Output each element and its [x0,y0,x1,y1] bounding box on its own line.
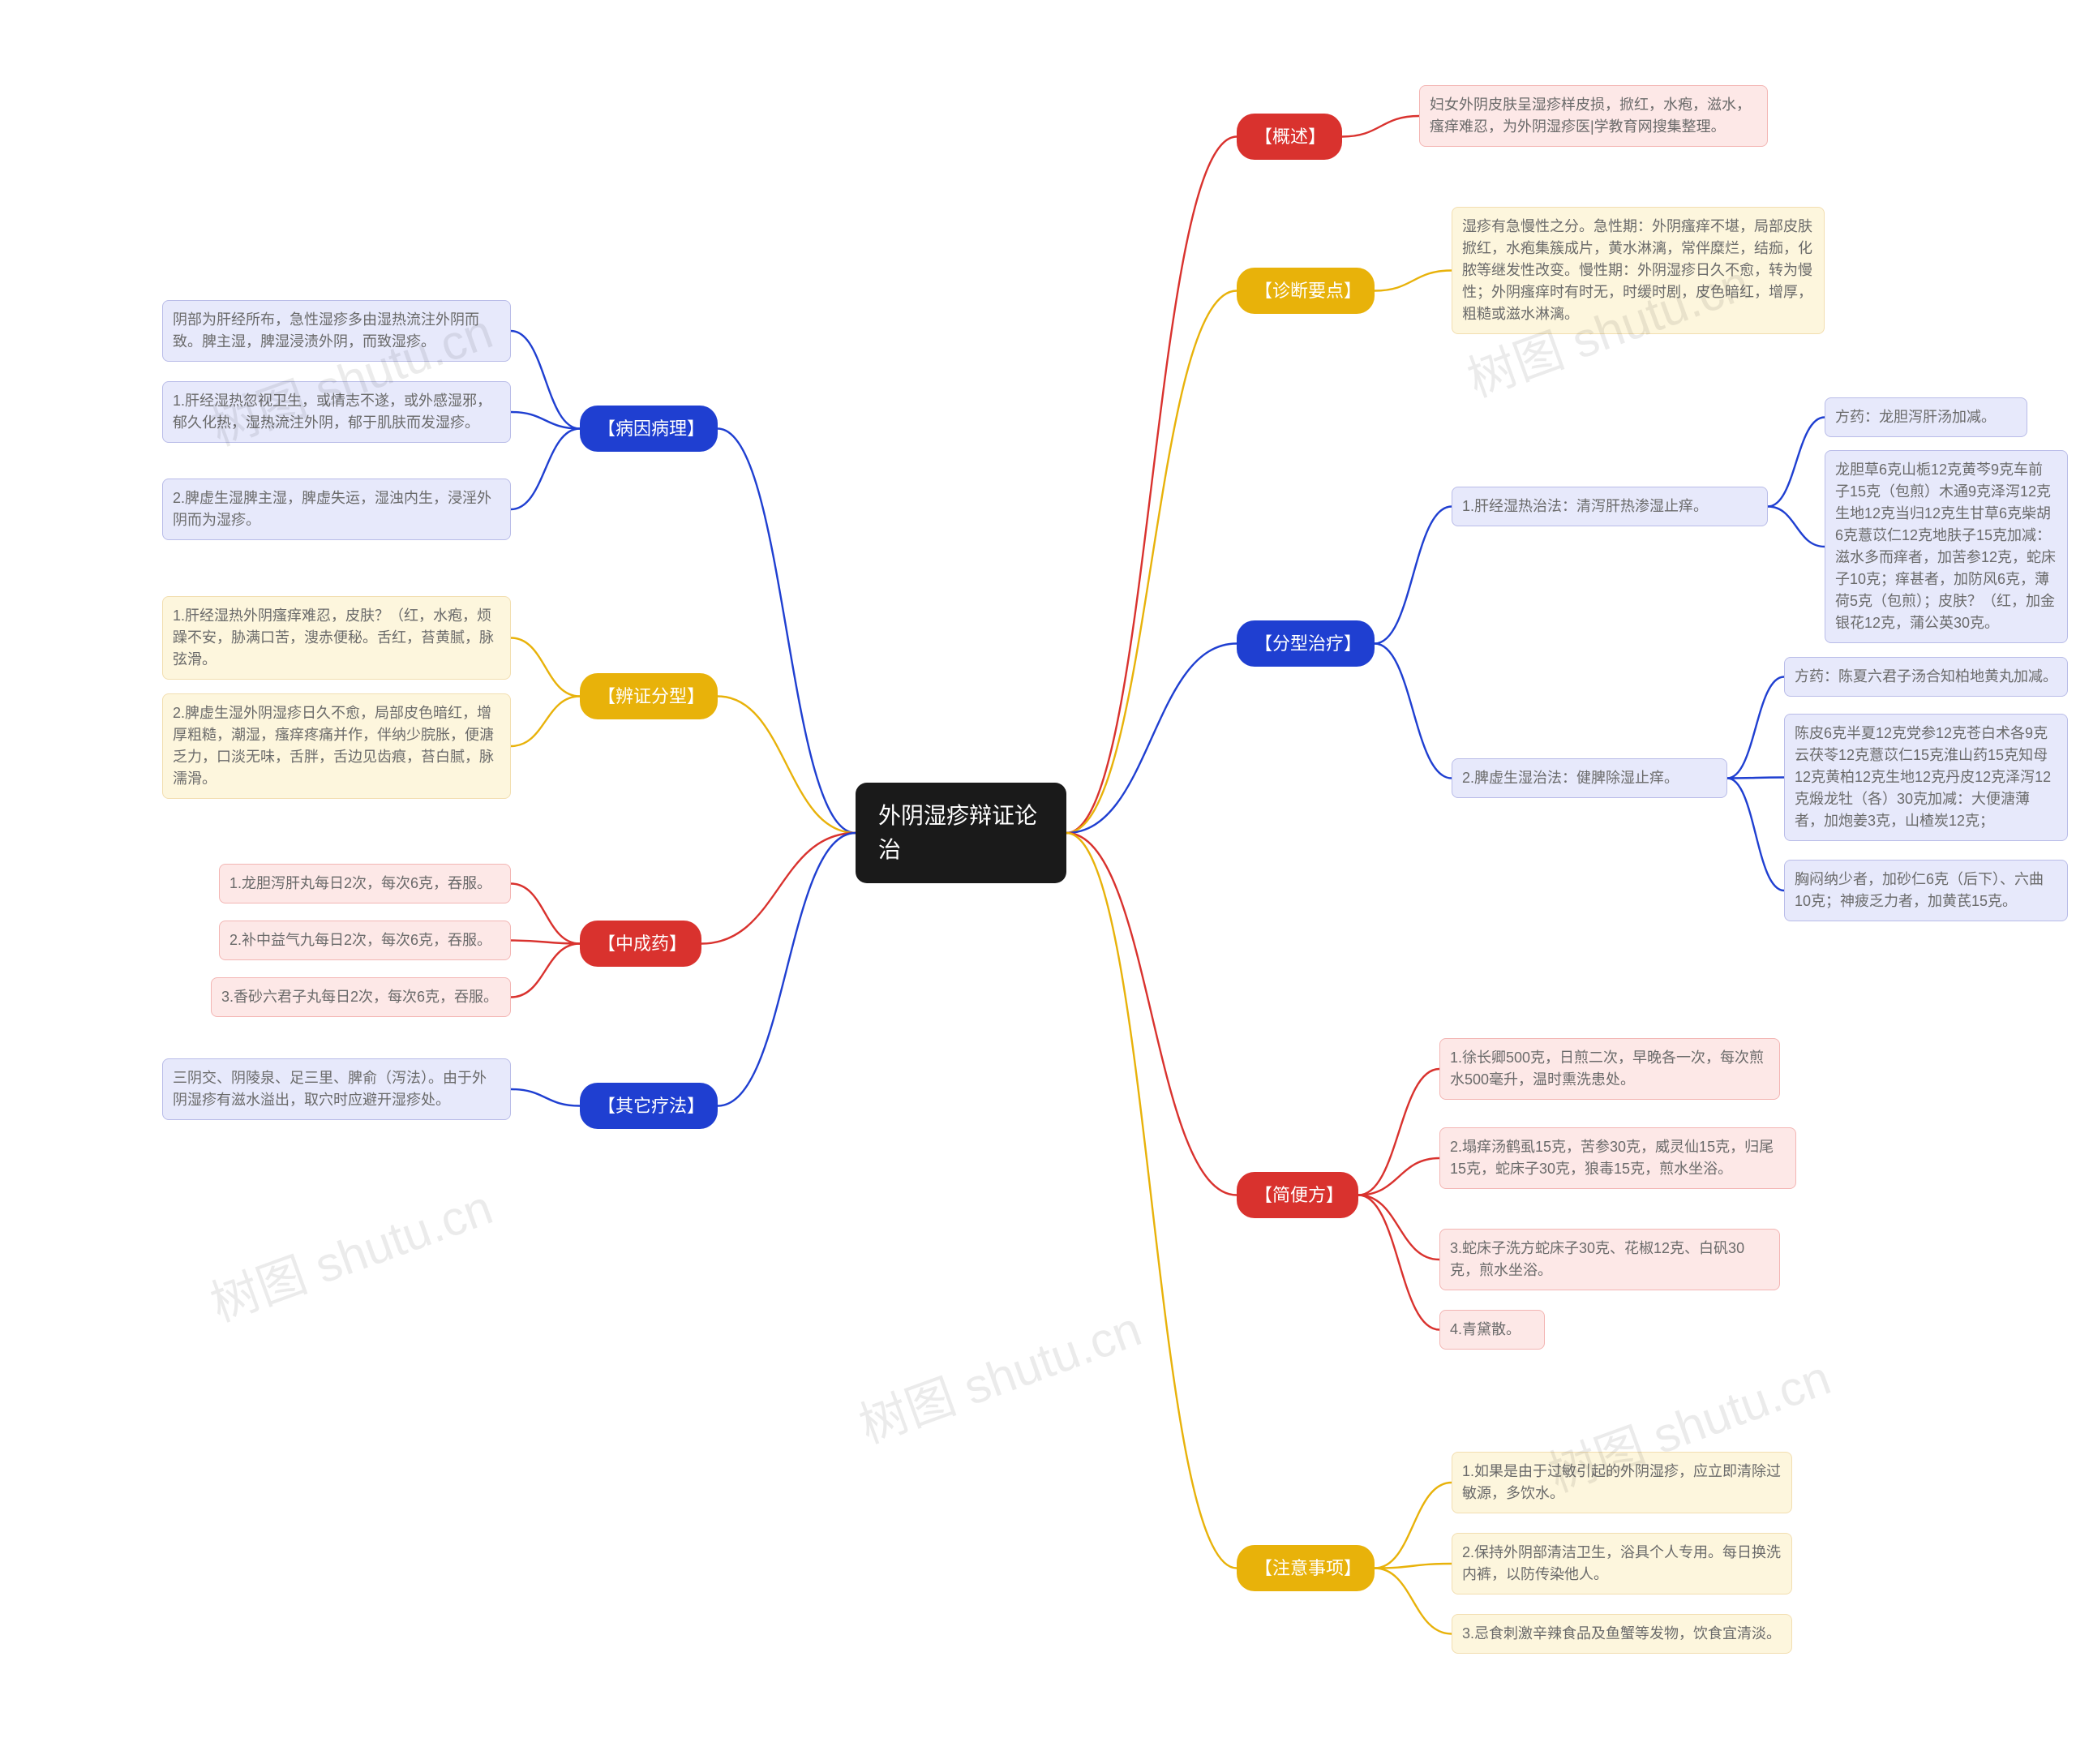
leaf-node: 三阴交、阴陵泉、足三里、脾俞（泻法）。由于外阴湿疹有滋水溢出，取穴时应避开湿疹处… [162,1058,511,1120]
leaf-node: 龙胆草6克山栀12克黄芩9克车前子15克（包煎）木通9克泽泻12克生地12克当归… [1825,450,2068,643]
leaf-node: 2.保持外阴部清洁卫生，浴具个人专用。每日换洗内裤，以防传染他人。 [1452,1533,1792,1594]
leaf-node: 2.脾虚生湿脾主湿，脾虚失运，湿浊内生，浸淫外阴而为湿疹。 [162,479,511,540]
leaf-node: 方药：龙胆泻肝汤加减。 [1825,397,2027,437]
leaf-node: 3.香砂六君子丸每日2次，每次6克，吞服。 [211,977,511,1017]
branch-b_diag: 【诊断要点】 [1237,268,1375,314]
leaf-node: 1.肝经湿热忽视卫生，或情志不遂，或外感湿邪，郁久化热，湿热流注外阴，郁于肌肤而… [162,381,511,443]
leaf-node: 阴部为肝经所布，急性湿疹多由湿热流注外阴而致。脾主湿，脾湿浸渍外阴，而致湿疹。 [162,300,511,362]
leaf-node: 1.如果是由于过敏引起的外阴湿疹，应立即清除过敏源，多饮水。 [1452,1452,1792,1513]
leaf-node: 2.塌痒汤鹤虱15克，苦参30克，威灵仙15克，归尾15克，蛇床子30克，狼毒1… [1439,1127,1796,1189]
watermark: 树图 shutu.cn [199,1168,500,1335]
branch-b_simple: 【简便方】 [1237,1172,1358,1218]
branch-b_overview: 【概述】 [1237,114,1342,160]
leaf-node: 方药：陈夏六君子汤合知柏地黄丸加减。 [1784,657,2068,697]
subbranch-node: 2.脾虚生湿治法：健脾除湿止痒。 [1452,758,1727,798]
subbranch-node: 1.肝经湿热治法：清泻肝热渗湿止痒。 [1452,487,1768,526]
branch-b_diff: 【辨证分型】 [580,673,718,719]
leaf-node: 2.脾虚生湿外阴湿疹日久不愈，局部皮色暗红，增厚粗糙，潮湿，瘙痒疼痛并作，伴纳少… [162,693,511,799]
leaf-node: 1.龙胆泻肝丸每日2次，每次6克，吞服。 [219,864,511,903]
branch-b_note: 【注意事项】 [1237,1545,1375,1591]
leaf-node: 陈皮6克半夏12克党参12克苍白术各9克云茯苓12克薏苡仁15克淮山药15克知母… [1784,714,2068,841]
leaf-node: 3.忌食刺激辛辣食品及鱼蟹等发物，饮食宜清淡。 [1452,1614,1792,1654]
leaf-node: 1.肝经湿热外阴瘙痒难忍，皮肤？（红，水疱，烦躁不安，胁满口苦，溲赤便秘。舌红，… [162,596,511,680]
root-node: 外阴湿疹辩证论治 [856,783,1066,883]
branch-b_other: 【其它疗法】 [580,1083,718,1129]
leaf-node: 湿疹有急慢性之分。急性期：外阴瘙痒不堪，局部皮肤掀红，水疱集簇成片，黄水淋漓，常… [1452,207,1825,334]
branch-b_type: 【分型治疗】 [1237,620,1375,667]
leaf-node: 3.蛇床子洗方蛇床子30克、花椒12克、白矾30克，煎水坐浴。 [1439,1229,1780,1290]
leaf-node: 4.青黛散。 [1439,1310,1545,1350]
leaf-node: 1.徐长卿500克，日煎二次，早晚各一次，每次煎水500毫升，温时熏洗患处。 [1439,1038,1780,1100]
watermark: 树图 shutu.cn [848,1290,1149,1457]
leaf-node: 胸闷纳少者，加砂仁6克（后下）、六曲10克；神疲乏力者，加黄芪15克。 [1784,860,2068,921]
branch-b_patent: 【中成药】 [580,921,701,967]
leaf-node: 2.补中益气九每日2次，每次6克，吞服。 [219,921,511,960]
branch-b_cause: 【病因病理】 [580,406,718,452]
leaf-node: 妇女外阴皮肤呈湿疹样皮损，掀红，水疱，滋水，瘙痒难忍，为外阴湿疹医|学教育网搜集… [1419,85,1768,147]
